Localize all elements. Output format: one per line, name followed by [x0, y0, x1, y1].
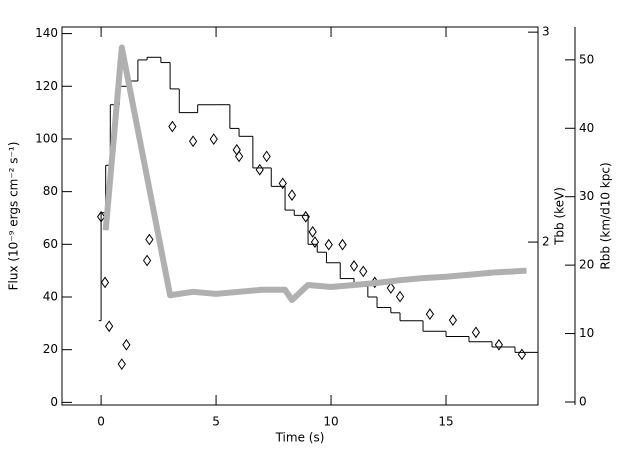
diamond-marker — [262, 150, 271, 163]
x-axis-label: Time (s) — [275, 431, 325, 445]
x-tick-label: 5 — [212, 415, 220, 429]
y3-tick-label: 40 — [579, 121, 594, 135]
diamond-marker — [287, 189, 297, 201]
y-tick-label: 40 — [43, 290, 58, 304]
plot-frame — [61, 26, 539, 406]
diamond-marker — [338, 238, 347, 251]
diamond-marker — [386, 282, 395, 294]
diamond-marker — [100, 276, 110, 289]
diamond-marker — [145, 233, 154, 246]
diamond-marker — [301, 210, 310, 223]
y2-tick-label: 2 — [542, 235, 550, 249]
diamond-marker — [425, 308, 435, 321]
y3-tick-label: 10 — [579, 326, 594, 340]
diamond-marker — [471, 326, 481, 339]
diamond-marker — [494, 338, 504, 351]
diamond-marker — [395, 290, 405, 303]
y-tick-label: 120 — [35, 79, 58, 93]
x-tick-label: 0 — [97, 415, 105, 429]
diamond-marker — [168, 120, 177, 133]
diamond-marker — [324, 238, 333, 251]
diamond-marker — [117, 358, 126, 370]
diamond-marker — [142, 254, 152, 267]
y3-tick-label: 50 — [579, 52, 594, 66]
x-tick-label: 15 — [438, 415, 453, 429]
diamond-marker — [122, 338, 131, 351]
diamond-marker — [209, 133, 218, 145]
y3-tick-label: 30 — [579, 189, 594, 203]
y-tick-label: 100 — [35, 131, 58, 145]
diamond-marker — [255, 163, 264, 176]
y-tick-label: 60 — [43, 237, 58, 251]
diamond-marker — [349, 260, 359, 272]
y2-tick-label: 3 — [542, 25, 550, 39]
y-tick-label: 0 — [50, 395, 58, 409]
diamond-marker — [310, 236, 320, 248]
diamond-marker — [232, 143, 241, 156]
x-tick-label: 10 — [323, 415, 338, 429]
diamond-marker — [517, 348, 527, 361]
diamond-marker — [234, 150, 244, 163]
diamond-marker — [278, 177, 287, 190]
y3-tick-label: 20 — [579, 258, 594, 272]
y3-tick-label: 0 — [579, 394, 587, 408]
line — [102, 44, 527, 304]
y-axis-label: Flux (10⁻⁹ ergs cm⁻² s⁻¹) — [7, 142, 21, 291]
y-tick-label: 140 — [35, 26, 58, 40]
diamond-marker — [359, 265, 368, 278]
y3-axis-label: Rbb (km/d10 kpc) — [599, 162, 613, 269]
diamond-marker — [308, 225, 317, 238]
y-tick-label: 20 — [43, 342, 58, 356]
y-tick-label: 80 — [43, 184, 58, 198]
y2-axis-label: Tbb (keV) — [553, 187, 567, 246]
diamond-marker — [188, 135, 198, 148]
diamond-marker — [105, 320, 114, 333]
diamond-marker — [448, 314, 458, 327]
diamond-marker — [96, 210, 106, 223]
